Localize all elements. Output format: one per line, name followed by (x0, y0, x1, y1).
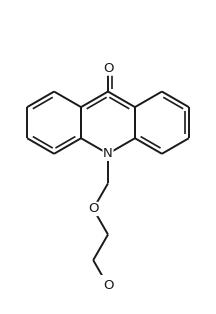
Text: O: O (88, 203, 98, 215)
Text: O: O (103, 62, 113, 75)
Text: O: O (103, 279, 113, 292)
Text: N: N (103, 147, 113, 160)
